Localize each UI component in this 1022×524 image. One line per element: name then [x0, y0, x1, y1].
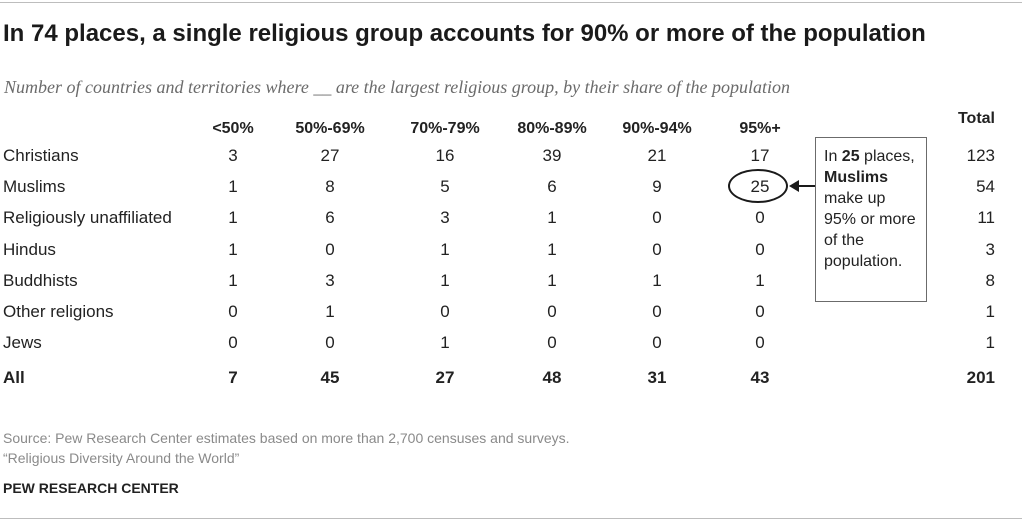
- source-note: Source: Pew Research Center estimates ba…: [3, 428, 903, 468]
- row-label: Jews: [3, 333, 42, 352]
- column-header: 50%-69%: [295, 120, 365, 137]
- row-label: Other religions: [3, 302, 114, 321]
- row-label: Religiously unaffiliated: [3, 208, 172, 227]
- source-line-2: “Religious Diversity Around the World”: [3, 450, 240, 466]
- annotation-group: Muslims: [824, 169, 889, 186]
- brand-logo-text: PEW RESEARCH CENTER: [3, 480, 179, 496]
- table-cell: 3: [228, 146, 238, 165]
- row-label: Buddhists: [3, 271, 78, 290]
- annotation-callout: In 25 places, Muslims make up 95% or mor…: [815, 137, 927, 302]
- all-row-label: All: [3, 368, 25, 387]
- column-header: 90%-94%: [622, 120, 692, 137]
- table-cell: 0: [547, 333, 557, 352]
- table-cell: 0: [325, 333, 335, 352]
- annotation-text-3: make up 95% or more of the population.: [824, 190, 916, 270]
- bottom-rule: [0, 518, 1022, 519]
- table-cell: 16: [435, 146, 455, 165]
- column-header: <50%: [212, 120, 254, 137]
- all-row-cell: 31: [647, 368, 667, 387]
- row-total: 123: [966, 146, 995, 165]
- table-cell: 0: [652, 208, 662, 227]
- source-line-1: Source: Pew Research Center estimates ba…: [3, 430, 570, 446]
- table-cell: 0: [652, 333, 662, 352]
- row-total: 1: [985, 333, 995, 352]
- table-cell: 0: [228, 333, 238, 352]
- row-total: 3: [985, 240, 995, 259]
- table-cell: 0: [755, 208, 765, 227]
- table-cell: 0: [755, 240, 765, 259]
- table-cell: 1: [440, 333, 450, 352]
- annotation-text-2: places,: [859, 148, 915, 165]
- table-cell: 1: [547, 271, 557, 290]
- table-cell: 3: [325, 271, 335, 290]
- table-cell: 1: [755, 271, 765, 290]
- highlight-ellipse: [728, 169, 788, 203]
- table-cell: 0: [652, 302, 662, 321]
- top-rule: [0, 2, 1022, 3]
- table-cell: 0: [547, 302, 557, 321]
- table-cell: 17: [750, 146, 770, 165]
- table-cell: 1: [228, 271, 238, 290]
- row-total: 11: [977, 208, 995, 227]
- table-cell: 1: [547, 208, 557, 227]
- annotation-text-1: In: [824, 148, 842, 165]
- table-cell: 0: [228, 302, 238, 321]
- chart-title: In 74 places, a single religious group a…: [3, 20, 926, 47]
- table-cell: 0: [652, 240, 662, 259]
- arrow-left-icon: [789, 180, 799, 192]
- table-cell: 8: [325, 177, 335, 196]
- table-cell: 0: [325, 240, 335, 259]
- column-header: 80%-89%: [517, 120, 587, 137]
- table-cell: 1: [228, 208, 238, 227]
- table-cell: 1: [228, 240, 238, 259]
- row-total: 1: [985, 302, 995, 321]
- all-row-total: 201: [966, 368, 995, 387]
- all-row-cell: 7: [228, 368, 238, 387]
- table-cell: 1: [228, 177, 238, 196]
- column-header: 70%-79%: [410, 120, 480, 137]
- table-cell: 0: [755, 333, 765, 352]
- table-cell: 21: [647, 146, 667, 165]
- row-total: 8: [985, 271, 995, 290]
- table-cell: 1: [440, 240, 450, 259]
- table-cell: 9: [652, 177, 662, 196]
- row-total: 54: [976, 177, 995, 196]
- column-header: 95%+: [739, 120, 781, 137]
- all-row-cell: 48: [542, 368, 562, 387]
- table-cell: 1: [440, 271, 450, 290]
- table-cell: 39: [542, 146, 562, 165]
- chart-subtitle: Number of countries and territories wher…: [4, 77, 790, 97]
- all-row-cell: 27: [435, 368, 455, 387]
- column-header-total: Total: [957, 110, 995, 127]
- table-cell: 1: [325, 302, 335, 321]
- callout-arrow-line: [797, 185, 819, 187]
- table-cell: 6: [325, 208, 335, 227]
- row-label: Muslims: [3, 177, 66, 196]
- all-row-cell: 43: [750, 368, 770, 387]
- table-cell: 5: [440, 177, 450, 196]
- table-cell: 27: [320, 146, 340, 165]
- table-cell: 0: [440, 302, 450, 321]
- table-cell: 3: [440, 208, 450, 227]
- row-label: Hindus: [3, 240, 56, 259]
- table-cell: 6: [547, 177, 557, 196]
- table-cell: 1: [652, 271, 662, 290]
- table-cell: 1: [547, 240, 557, 259]
- annotation-number: 25: [841, 148, 860, 165]
- table-cell: 0: [755, 302, 765, 321]
- all-row-cell: 45: [320, 368, 340, 387]
- row-label: Christians: [3, 146, 79, 165]
